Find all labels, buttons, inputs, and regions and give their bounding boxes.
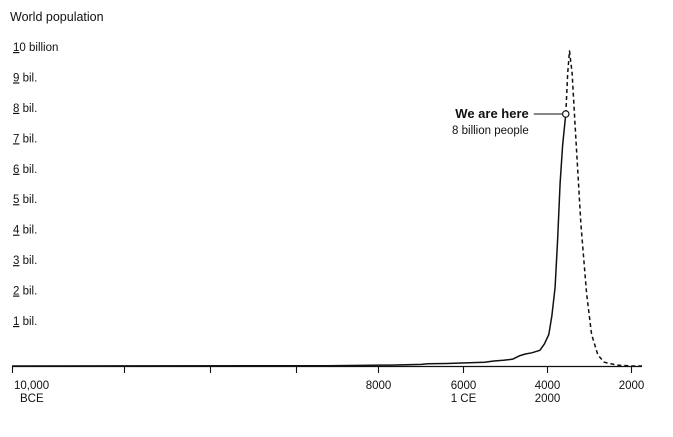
series-lines	[11, 50, 642, 367]
y-tick-label: 9 bil.	[13, 72, 37, 84]
x-tick-label: 4000	[535, 380, 561, 392]
x-axis-ticks	[11, 366, 633, 373]
annotation-title: We are here	[455, 106, 528, 121]
y-axis-labels: 1 bil. 2 bil. 3 bil. 4 bil. 5 bil. 6 bil. 7 bi…	[13, 42, 58, 328]
x-tick-sublabel: 1 CE	[451, 393, 477, 405]
historical-population-line	[11, 113, 567, 367]
y-tick-label: 5 bil.	[13, 194, 37, 206]
annotation-group: We are here 8 billion people	[452, 106, 570, 137]
chart-title: World population	[10, 10, 104, 24]
y-tick-label: 10 billion	[13, 42, 58, 54]
y-tick-label: 1 bil.	[13, 316, 37, 328]
x-tick-sublabel: 2000	[535, 393, 561, 405]
y-tick-label: 8 bil.	[13, 103, 37, 115]
y-tick-label: 6 bil.	[13, 164, 37, 176]
y-tick-label: 4 bil.	[13, 225, 37, 237]
x-tick-label: 10,000	[14, 380, 49, 392]
current-population-marker	[561, 110, 570, 118]
x-tick-label: 2000	[619, 380, 645, 392]
x-tick-label: 6000	[451, 380, 477, 392]
projection-line	[565, 50, 642, 367]
y-tick-label: 2 bil.	[13, 286, 37, 298]
x-tick-label: 8000	[366, 380, 392, 392]
y-tick-label: 3 bil.	[13, 255, 37, 267]
annotation-subtitle: 8 billion people	[452, 125, 529, 137]
y-tick-label: 7 bil.	[13, 133, 37, 145]
x-tick-sublabel: BCE	[20, 393, 44, 405]
